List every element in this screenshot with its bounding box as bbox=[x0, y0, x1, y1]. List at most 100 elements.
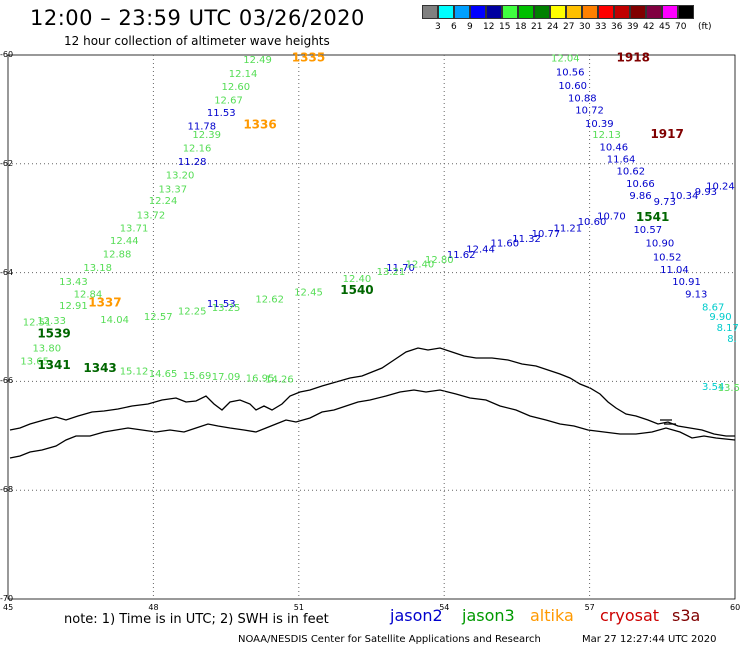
scale-label: 6 bbox=[451, 22, 457, 32]
wave-height-label: 13.20 bbox=[166, 171, 195, 182]
plot-frame bbox=[7, 54, 736, 600]
wave-height-label: 12.25 bbox=[178, 307, 207, 318]
wave-height-label: 15.12 bbox=[120, 367, 149, 378]
satellite-legend-item: jason3 bbox=[462, 606, 515, 625]
wave-height-label: 13.25 bbox=[212, 303, 241, 314]
scale-swatch bbox=[646, 5, 662, 19]
wave-height-label: 10.56 bbox=[556, 67, 585, 78]
wave-height-label: 12.80 bbox=[425, 255, 454, 266]
wave-height-label: 12.33 bbox=[37, 316, 66, 327]
wave-height-label: 10.60 bbox=[578, 217, 607, 228]
x-axis-label: 57 bbox=[584, 603, 595, 612]
wave-height-label: 10.70 bbox=[597, 211, 626, 222]
wave-height-label: 10.62 bbox=[616, 166, 645, 177]
wave-height-label: 10.88 bbox=[568, 93, 597, 104]
scale-label: 70 bbox=[675, 22, 687, 32]
wave-height-label: 12.16 bbox=[183, 143, 212, 154]
scale-label: 18 bbox=[515, 22, 527, 32]
wave-height-label: 11.21 bbox=[553, 223, 582, 234]
wave-height-label: 10.57 bbox=[633, 225, 662, 236]
wave-height-label: 12.51 bbox=[23, 318, 52, 329]
wave-height-label: 9.73 bbox=[654, 197, 676, 208]
y-axis-label: -60 bbox=[0, 50, 14, 59]
scale-label: 30 bbox=[579, 22, 591, 32]
wave-height-label: 11.62 bbox=[447, 250, 476, 261]
scale-swatch bbox=[454, 5, 470, 19]
wave-height-label: 10.46 bbox=[600, 142, 629, 153]
wave-height-label: 12.60 bbox=[221, 82, 250, 93]
wave-height-label: 12.04 bbox=[551, 54, 580, 65]
scale-swatch bbox=[470, 5, 486, 19]
wave-height-label: 12.24 bbox=[149, 196, 178, 207]
satellite-legend-item: s3a bbox=[672, 606, 701, 625]
wave-height-label: 8. bbox=[727, 334, 737, 345]
wave-height-label: 12.62 bbox=[255, 295, 284, 306]
y-axis-label: -62 bbox=[0, 158, 14, 168]
wave-height-label: 12.44 bbox=[466, 245, 495, 256]
scale-swatch bbox=[678, 5, 694, 19]
wave-height-label: 11.64 bbox=[607, 154, 636, 165]
wave-height-label: 13.80 bbox=[32, 344, 61, 355]
coastline-lower bbox=[9, 389, 736, 459]
wave-height-label: 12.13 bbox=[592, 130, 621, 141]
scale-swatch bbox=[614, 5, 630, 19]
wave-height-label: 3.54 bbox=[702, 382, 724, 393]
satellite-legend-item: cryosat bbox=[600, 606, 660, 625]
scale-swatch bbox=[582, 5, 598, 19]
wave-height-label: 12.40 bbox=[406, 259, 435, 270]
wave-height-label: 12.67 bbox=[214, 96, 243, 107]
lat-lon-grid bbox=[8, 55, 735, 599]
wave-height-label: 12.88 bbox=[103, 250, 132, 261]
wave-height-label: 1539 bbox=[37, 327, 70, 341]
wave-height-label: 13.71 bbox=[120, 223, 149, 234]
scale-label: 36 bbox=[611, 22, 623, 32]
wave-height-label: 9.13 bbox=[685, 289, 707, 300]
wave-height-label: 15.69 bbox=[183, 371, 212, 382]
scale-label: 33 bbox=[595, 22, 607, 32]
wave-height-label: 13.65 bbox=[20, 357, 49, 368]
wave-height-label: 10.66 bbox=[626, 179, 655, 190]
scale-swatch bbox=[422, 5, 438, 19]
x-axis-label: 45 bbox=[3, 603, 14, 612]
wave-height-label: 1540 bbox=[340, 283, 373, 297]
scale-label: 45 bbox=[659, 22, 671, 32]
scale-label: 39 bbox=[627, 22, 639, 32]
scale-label: 9 bbox=[467, 22, 473, 32]
wave-height-label: 11.53 bbox=[207, 108, 236, 119]
wave-height-label: 12.14 bbox=[229, 69, 258, 80]
wave-height-label: 9.86 bbox=[629, 191, 651, 202]
coastline-island bbox=[660, 419, 676, 425]
wave-height-label: 10.90 bbox=[646, 239, 675, 250]
wave-height-label: 1335 bbox=[292, 51, 325, 65]
wave-height-label: 13.43 bbox=[59, 277, 88, 288]
wave-height-label: 1341 bbox=[37, 358, 70, 372]
wave-height-label: 11.60 bbox=[490, 239, 519, 250]
wave-height-label: 10.60 bbox=[558, 81, 587, 92]
wave-height-label: 10.39 bbox=[585, 119, 614, 130]
wave-height-label: 11.78 bbox=[188, 122, 217, 133]
wave-height-label: 10.91 bbox=[672, 277, 701, 288]
x-axis-label: 51 bbox=[293, 603, 304, 612]
wave-height-label: 11.04 bbox=[660, 265, 689, 276]
map-subtitle: 12 hour collection of altimeter wave hei… bbox=[64, 34, 330, 48]
wave-height-label: 13.72 bbox=[137, 210, 166, 221]
satellite-legend-item: jason2 bbox=[390, 606, 443, 625]
wave-height-label: 10.52 bbox=[653, 252, 682, 263]
wave-height-label: 11.70 bbox=[386, 263, 415, 274]
scale-swatch bbox=[502, 5, 518, 19]
scale-swatch bbox=[550, 5, 566, 19]
color-scale-labels: 3 6 9 12 15 18 21 24 27 30 33 36 39 42 45 70 (ft) bbox=[422, 22, 740, 34]
scale-label: 24 bbox=[547, 22, 559, 32]
scale-unit: (ft) bbox=[698, 22, 712, 32]
wave-height-label: 1337 bbox=[88, 296, 121, 310]
scale-label: 27 bbox=[563, 22, 575, 32]
y-axis-label: -64 bbox=[0, 267, 14, 277]
wave-height-label: 12.91 bbox=[59, 301, 88, 312]
wave-height-label: 17.09 bbox=[212, 372, 241, 383]
scale-swatch bbox=[630, 5, 646, 19]
wave-height-label: 14.26 bbox=[265, 375, 294, 386]
map-title: 12:00 – 23:59 UTC 03/26/2020 bbox=[30, 6, 365, 30]
wave-height-label: 12.49 bbox=[243, 55, 272, 66]
wave-height-label: 13.59 bbox=[718, 383, 740, 394]
